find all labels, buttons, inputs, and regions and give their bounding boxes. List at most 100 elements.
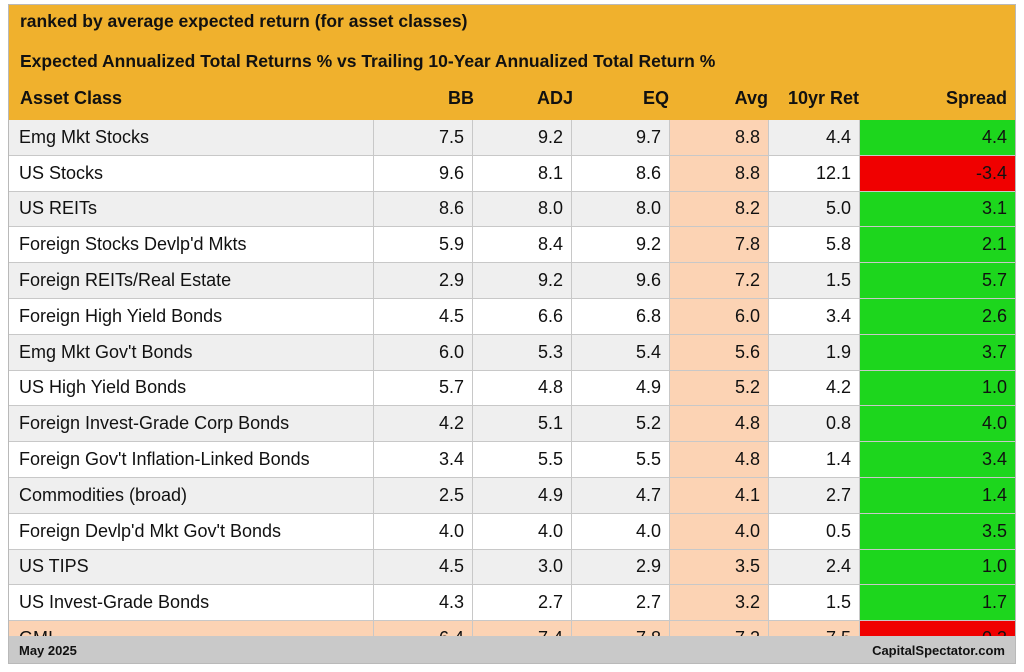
adj-cell: 3.0 [473, 549, 572, 585]
avg-cell: 4.8 [670, 406, 769, 442]
spread-cell: -3.4 [860, 155, 1015, 191]
ten-yr-ret-cell: 12.1 [769, 155, 860, 191]
ten-yr-ret-cell: 0.5 [769, 513, 860, 549]
bb-cell: 2.5 [374, 477, 473, 513]
col-header-avg: Avg [734, 88, 768, 108]
footer-bar: May 2025 CapitalSpectator.com [9, 636, 1015, 663]
adj-cell: 8.4 [473, 227, 572, 263]
spread-cell: 1.0 [860, 549, 1015, 585]
bb-cell: 4.3 [374, 585, 473, 621]
adj-cell: 6.6 [473, 298, 572, 334]
eq-cell: 2.9 [572, 549, 670, 585]
adj-cell: 4.8 [473, 370, 572, 406]
ten-yr-ret-cell: 1.5 [769, 263, 860, 298]
asset-class-cell: Foreign Stocks Devlp'd Mkts [9, 227, 374, 263]
ten-yr-ret-cell: 2.4 [769, 549, 860, 585]
col-header-10yr-ret: 10yr Ret [787, 88, 859, 108]
adj-cell: 8.1 [473, 155, 572, 191]
spread-cell: 5.7 [860, 263, 1015, 298]
eq-cell: 9.7 [572, 120, 670, 155]
spread-cell: 1.4 [860, 477, 1015, 513]
table-row: Emg Mkt Stocks 7.5 9.2 9.7 8.8 4.4 4.4 [9, 120, 1015, 156]
col-header-spread: Spread [945, 88, 1007, 108]
spread-cell: 2.1 [860, 227, 1015, 263]
ten-yr-ret-cell: 2.7 [769, 477, 860, 513]
table-row: Foreign High Yield Bonds 4.5 6.6 6.8 6.0 3.4 2… [9, 298, 1015, 335]
asset-class-cell: Foreign REITs/Real Estate [9, 263, 374, 298]
avg-cell: 4.0 [670, 513, 769, 549]
adj-cell: 4.0 [473, 513, 572, 549]
spread-cell: 1.7 [860, 585, 1015, 621]
avg-cell: 8.8 [670, 120, 769, 155]
ten-yr-ret-cell: 4.4 [769, 120, 860, 155]
avg-cell: 5.2 [670, 370, 769, 406]
title-ranking: ranked by average expected return (for a… [20, 11, 468, 31]
bb-cell: 3.4 [374, 442, 473, 477]
bb-cell: 5.7 [374, 370, 473, 406]
avg-cell: 3.2 [670, 585, 769, 621]
footer-date: May 2025 [19, 643, 77, 658]
table-row: Foreign Invest-Grade Corp Bonds 4.2 5.1 5.2… [9, 406, 1015, 443]
table-row: Foreign REITs/Real Estate 2.9 9.2 9.6 7.2 1.5… [9, 263, 1015, 299]
table-row: Emg Mkt Gov't Bonds 6.0 5.3 5.4 5.6 1.9 3.7 [9, 334, 1015, 371]
spread-cell: 1.0 [860, 370, 1015, 406]
bb-cell: 4.5 [374, 549, 473, 585]
avg-cell: 4.1 [670, 477, 769, 513]
returns-table-panel: ranked by average expected return (for a… [8, 4, 1016, 664]
adj-cell: 2.7 [473, 585, 572, 621]
adj-cell: 5.3 [473, 334, 572, 370]
avg-cell: 6.0 [670, 298, 769, 334]
spread-cell: 3.7 [860, 334, 1015, 370]
ten-yr-ret-cell: 1.9 [769, 334, 860, 370]
avg-cell: 3.5 [670, 549, 769, 585]
eq-cell: 8.6 [572, 155, 670, 191]
spread-cell: 3.5 [860, 513, 1015, 549]
eq-cell: 4.0 [572, 513, 670, 549]
title-main: Expected Annualized Total Returns % vs T… [20, 51, 716, 71]
avg-cell: 7.8 [670, 227, 769, 263]
ten-yr-ret-cell: 1.4 [769, 442, 860, 477]
table-row: US TIPS 4.5 3.0 2.9 3.5 2.4 1.0 [9, 549, 1015, 586]
asset-class-cell: Commodities (broad) [9, 477, 374, 513]
asset-class-cell: Emg Mkt Gov't Bonds [9, 334, 374, 370]
bb-cell: 4.0 [374, 513, 473, 549]
adj-cell: 8.0 [473, 191, 572, 227]
bb-cell: 4.5 [374, 298, 473, 334]
bb-cell: 4.2 [374, 406, 473, 442]
ten-yr-ret-cell: 4.2 [769, 370, 860, 406]
spread-cell: 4.0 [860, 406, 1015, 442]
table-body: Emg Mkt Stocks 7.5 9.2 9.7 8.8 4.4 4.4 US Stock… [9, 120, 1015, 657]
asset-class-cell: Foreign Devlp'd Mkt Gov't Bonds [9, 513, 374, 549]
avg-cell: 8.2 [670, 191, 769, 227]
ten-yr-ret-cell: 0.8 [769, 406, 860, 442]
eq-cell: 4.7 [572, 477, 670, 513]
bb-cell: 5.9 [374, 227, 473, 263]
table-row: US High Yield Bonds 5.7 4.8 4.9 5.2 4.2 1.0 [9, 370, 1015, 407]
eq-cell: 6.8 [572, 298, 670, 334]
asset-class-cell: US Stocks [9, 155, 374, 191]
table-row: US Stocks 9.6 8.1 8.6 8.8 12.1 -3.4 [9, 155, 1015, 192]
spread-cell: 3.1 [860, 191, 1015, 227]
bb-cell: 9.6 [374, 155, 473, 191]
table-row: Foreign Stocks Devlp'd Mkts 5.9 8.4 9.2 7.8 5… [9, 227, 1015, 264]
table-row: Foreign Gov't Inflation-Linked Bonds 3.4 5… [9, 442, 1015, 478]
eq-cell: 5.2 [572, 406, 670, 442]
ten-yr-ret-cell: 3.4 [769, 298, 860, 334]
table-row: Commodities (broad) 2.5 4.9 4.7 4.1 2.7 1.4 [9, 477, 1015, 514]
table-row: Foreign Devlp'd Mkt Gov't Bonds 4.0 4.0 4.0… [9, 513, 1015, 550]
asset-class-cell: Foreign High Yield Bonds [9, 298, 374, 334]
avg-cell: 4.8 [670, 442, 769, 477]
asset-class-cell: US TIPS [9, 549, 374, 585]
col-header-adj: ADJ [536, 88, 573, 108]
adj-cell: 4.9 [473, 477, 572, 513]
bb-cell: 6.0 [374, 334, 473, 370]
footer-source: CapitalSpectator.com [872, 643, 1005, 658]
avg-cell: 7.2 [670, 263, 769, 298]
spread-cell: 3.4 [860, 442, 1015, 477]
bb-cell: 2.9 [374, 263, 473, 298]
avg-cell: 8.8 [670, 155, 769, 191]
header-banner: ranked by average expected return (for a… [9, 5, 1015, 120]
eq-cell: 4.9 [572, 370, 670, 406]
adj-cell: 5.5 [473, 442, 572, 477]
eq-cell: 2.7 [572, 585, 670, 621]
